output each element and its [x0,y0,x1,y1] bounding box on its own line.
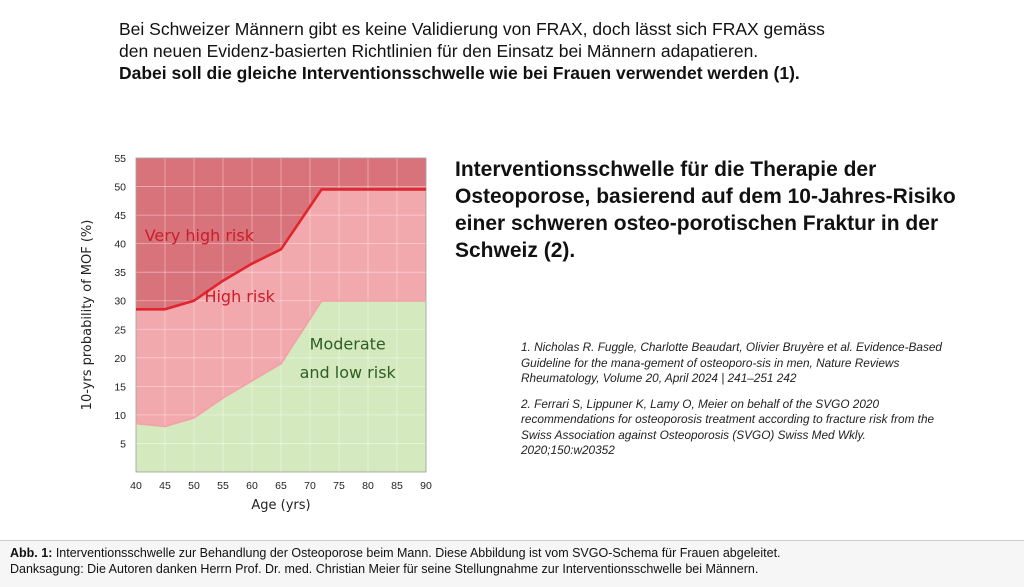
y-tick-label: 45 [114,210,126,222]
y-tick-label: 15 [114,381,126,393]
x-tick-label: 75 [333,480,345,492]
x-tick-label: 55 [217,480,229,492]
zone-very-high-area [136,158,426,310]
x-tick-label: 45 [159,480,171,492]
risk-chart: 5 10 15 20 25 30 35 40 45 50 55 40 45 50 55 60 65 70 75 80 8… [80,153,432,513]
x-axis-title: Age (yrs) [251,498,310,513]
x-tick-label: 60 [246,480,258,492]
references: 1. Nicholas R. Fuggle, Charlotte Beaudar… [521,340,946,469]
intro-line-2: Dabei soll die gleiche Interventionsschw… [119,63,800,83]
y-tick-label: 25 [114,324,126,336]
y-tick-label: 5 [120,438,126,450]
x-tick-label: 90 [420,480,432,492]
zone-label-very-high: Very high risk [145,226,255,245]
y-tick-label: 55 [114,153,126,165]
zone-label-low: and low risk [300,363,397,382]
zone-high-area [136,189,426,427]
figure-caption: Abb. 1: Interventionsschwelle zur Behand… [10,545,1015,577]
y-tick-label: 40 [114,239,126,251]
chart-heading: Interventionsschwelle für die Therapie d… [455,158,956,262]
x-tick-label: 40 [130,480,142,492]
x-tick-label: 80 [362,480,374,492]
slide: Bei Schweizer Männern gibt es keine Vali… [0,18,1024,541]
intro-text: Bei Schweizer Männern gibt es keine Vali… [119,18,839,84]
y-tick-label: 20 [114,353,126,365]
reference-2: 2. Ferrari S, Lippuner K, Lamy O, Meier … [521,396,935,458]
y-tick-label: 50 [114,182,126,194]
zone-label-high: High risk [204,287,275,306]
zone-label-moderate: Moderate [310,334,386,353]
caption-label: Abb. 1: [10,546,53,560]
reference-1: 1. Nicholas R. Fuggle, Charlotte Beaudar… [521,340,942,385]
caption-text: Interventionsschwelle zur Behandlung der… [52,546,781,560]
x-tick-label: 65 [275,480,287,492]
y-axis-title: 10-yrs probability of MOF (%) [80,220,95,411]
intro-line-1: Bei Schweizer Männern gibt es keine Vali… [119,19,825,61]
y-tick-label: 10 [114,410,126,422]
series-line-high-threshold [135,299,426,428]
y-tick-label: 30 [114,296,126,308]
series-line-very-high-threshold [136,188,426,311]
zone-moderate-low-area [136,300,426,472]
caption-acknowledgement: Danksagung: Die Autoren danken Herrn Pro… [10,562,759,576]
plot-frame [135,157,427,473]
y-tick-label: 35 [114,267,126,279]
x-tick-label: 70 [304,480,316,492]
x-tick-label: 85 [391,480,403,492]
x-tick-label: 50 [188,480,200,492]
